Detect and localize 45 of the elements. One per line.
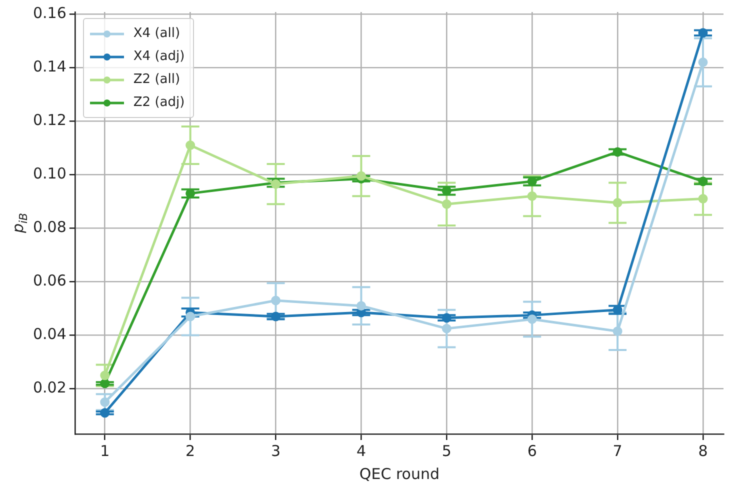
legend-label: Z2 (adj)	[133, 95, 185, 110]
point	[442, 324, 452, 334]
point	[612, 147, 622, 157]
y-tick-label: 0.12	[32, 111, 66, 130]
point	[527, 314, 537, 324]
point	[271, 296, 281, 306]
point	[186, 140, 196, 150]
y-tick-label: 0.08	[32, 218, 66, 236]
point	[271, 312, 281, 322]
x-tick-label: 7	[612, 442, 622, 460]
y-tick-label: 0.14	[32, 58, 66, 76]
point	[527, 191, 537, 201]
x-tick-label: 5	[442, 442, 452, 460]
legend-label: X4 (all)	[133, 26, 180, 41]
point	[100, 370, 110, 380]
x-tick-label: 4	[356, 442, 366, 460]
point	[612, 326, 622, 336]
point	[442, 313, 452, 323]
point	[356, 301, 366, 311]
x-axis-title: QEC round	[359, 464, 440, 483]
x-tick-label: 3	[270, 442, 281, 460]
point	[698, 194, 708, 204]
x-tick-label: 6	[527, 442, 537, 460]
y-tick-label: 0.02	[32, 378, 66, 397]
point	[442, 199, 452, 209]
point	[527, 176, 537, 186]
legend-label: Z2 (all)	[133, 72, 180, 87]
y-tick-label: 0.10	[32, 164, 66, 183]
y-tick-label: 0.06	[32, 272, 66, 290]
point	[612, 198, 622, 208]
x-tick-label: 2	[186, 442, 196, 460]
y-tick-label: 0.04	[32, 325, 66, 344]
y-axis-title: piB	[9, 212, 30, 234]
point	[612, 305, 622, 315]
point	[100, 378, 110, 388]
legend-label: X4 (adj)	[133, 49, 185, 64]
point	[698, 28, 708, 38]
y-tick-label: 0.16	[32, 4, 66, 22]
point	[356, 171, 366, 181]
point	[100, 408, 110, 418]
x-tick-label: 8	[698, 442, 708, 460]
point	[186, 312, 196, 322]
point	[698, 58, 708, 68]
point	[698, 176, 708, 186]
x-tick-label: 1	[100, 442, 110, 460]
